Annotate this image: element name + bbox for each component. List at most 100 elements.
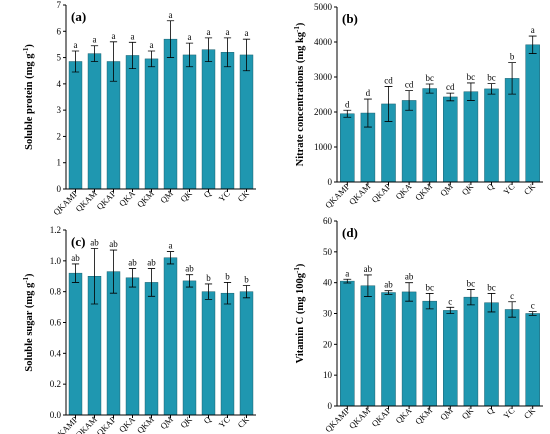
y-tick-label-4: 4 xyxy=(57,79,62,89)
y-axis-label-text: Soluble protein (mg g xyxy=(24,53,35,150)
significance-letter-8: a xyxy=(226,27,230,37)
significance-letter-8: c xyxy=(510,291,514,301)
significance-letter-4: ab xyxy=(147,258,156,268)
significance-letter-5: a xyxy=(169,241,173,251)
x-tick-label-5: QM xyxy=(158,188,175,205)
y-tick-label-3: 30 xyxy=(323,309,333,319)
y-tick-label-2: 2 xyxy=(57,131,62,141)
bar-5 xyxy=(163,38,178,190)
panel-label: (c) xyxy=(71,234,85,249)
error-bar-3 xyxy=(405,282,414,302)
y-tick-label-4: 40 xyxy=(323,278,333,288)
chart-panel-1: d d cd cd bc cd bc bc b a 0 1000 2000 3000 4000 5000 QKA… xyxy=(293,2,543,210)
x-tick-label-8: YC xyxy=(501,405,517,421)
bar-7 xyxy=(484,302,499,407)
significance-letter-1: ab xyxy=(364,264,373,274)
x-tick-label-8: YC xyxy=(216,188,232,204)
error-bar-6 xyxy=(466,289,475,306)
y-axis-label-superscript: -1 xyxy=(22,276,30,282)
bar-6 xyxy=(463,296,479,407)
y-axis-label: Vitamin C (mg 100g-1) xyxy=(293,263,306,363)
error-bar-3 xyxy=(405,90,414,111)
x-tick-label-3: QKA xyxy=(393,181,414,202)
error-bar-2 xyxy=(384,290,393,295)
y-axis-label-text: Nitrate concentrations (mg kg xyxy=(295,31,306,166)
significance-letter-2: ab xyxy=(109,239,118,249)
y-tick-label-1: 1 xyxy=(57,158,62,168)
y-axis-label-superscript: -1 xyxy=(293,267,301,273)
significance-letter-1: a xyxy=(93,35,97,45)
error-bar-0 xyxy=(71,50,80,73)
bar-6 xyxy=(463,91,479,183)
significance-letter-5: c xyxy=(448,296,452,306)
significance-letter-0: a xyxy=(74,40,78,50)
x-tick-label-4: QKM xyxy=(413,405,434,426)
bar-5 xyxy=(443,96,458,183)
bar-0 xyxy=(68,272,83,416)
x-tick-label-6: QK xyxy=(178,188,194,204)
error-bar-4 xyxy=(425,293,434,310)
error-bar-9 xyxy=(242,38,251,72)
y-axis-label-text: Vitamin C (mg 100g xyxy=(295,272,306,363)
y-tick-label-3: 3 xyxy=(57,105,62,115)
x-tick-label-6: QK xyxy=(178,414,194,430)
y-tick-label-0: 0.0 xyxy=(50,410,62,420)
significance-letter-2: cd xyxy=(384,75,393,85)
significance-letter-1: ab xyxy=(90,238,99,248)
error-bar-2 xyxy=(384,86,393,122)
y-tick-label-6: 1.2 xyxy=(50,225,61,235)
x-tick-label-9: CK xyxy=(235,414,251,430)
bar-3 xyxy=(401,100,417,183)
significance-letter-8: b xyxy=(510,52,515,62)
error-bar-8 xyxy=(223,37,232,68)
error-bar-0 xyxy=(343,278,352,284)
bar-3 xyxy=(125,277,140,416)
error-bar-6 xyxy=(466,82,475,101)
bar-0 xyxy=(340,280,355,407)
significance-letter-3: cd xyxy=(405,80,414,90)
error-bar-1 xyxy=(363,274,372,297)
x-tick-label-7: Q xyxy=(485,405,496,416)
error-bar-4 xyxy=(147,50,156,68)
x-tick-label-5: QM xyxy=(158,414,175,431)
bar-9 xyxy=(239,54,254,190)
y-axis-label-close: ) xyxy=(295,263,306,267)
error-bar-1 xyxy=(90,248,99,305)
error-bar-7 xyxy=(204,37,213,62)
bar-6 xyxy=(182,54,197,190)
significance-letter-6: bc xyxy=(467,72,476,82)
x-tick-label-7: Q xyxy=(485,181,496,192)
error-bar-3 xyxy=(128,268,137,288)
error-bar-9 xyxy=(528,35,537,54)
y-axis-label: Soluble sugar (mg g-1) xyxy=(22,273,35,372)
y-axis-label-close: ) xyxy=(295,22,306,26)
error-bar-4 xyxy=(425,83,434,94)
bar-8 xyxy=(220,292,235,416)
significance-letter-1: d xyxy=(366,88,371,98)
y-tick-label-6: 6 xyxy=(57,26,62,36)
error-bar-7 xyxy=(204,283,213,300)
x-tick-label-9: CK xyxy=(522,405,538,421)
significance-letter-4: a xyxy=(150,40,154,50)
significance-letter-6: bc xyxy=(467,278,476,288)
bar-7 xyxy=(201,291,216,416)
error-bar-8 xyxy=(223,282,232,305)
y-axis-label-superscript: -1 xyxy=(22,47,30,53)
y-axis-label-close: ) xyxy=(24,44,35,48)
significance-letter-0: a xyxy=(345,268,349,278)
significance-letter-3: ab xyxy=(405,272,414,282)
y-tick-label-3: 3000 xyxy=(314,72,333,82)
error-bar-5 xyxy=(446,92,455,102)
y-tick-label-5: 5 xyxy=(57,53,62,63)
error-bar-9 xyxy=(242,285,251,299)
error-bar-5 xyxy=(446,306,455,314)
x-tick-label-3: QKA xyxy=(117,414,138,434)
y-tick-label-5: 50 xyxy=(323,247,333,257)
error-bar-6 xyxy=(185,274,194,288)
significance-letter-0: ab xyxy=(71,253,80,263)
error-bar-0 xyxy=(71,263,80,283)
y-tick-label-0: 0 xyxy=(328,401,333,411)
